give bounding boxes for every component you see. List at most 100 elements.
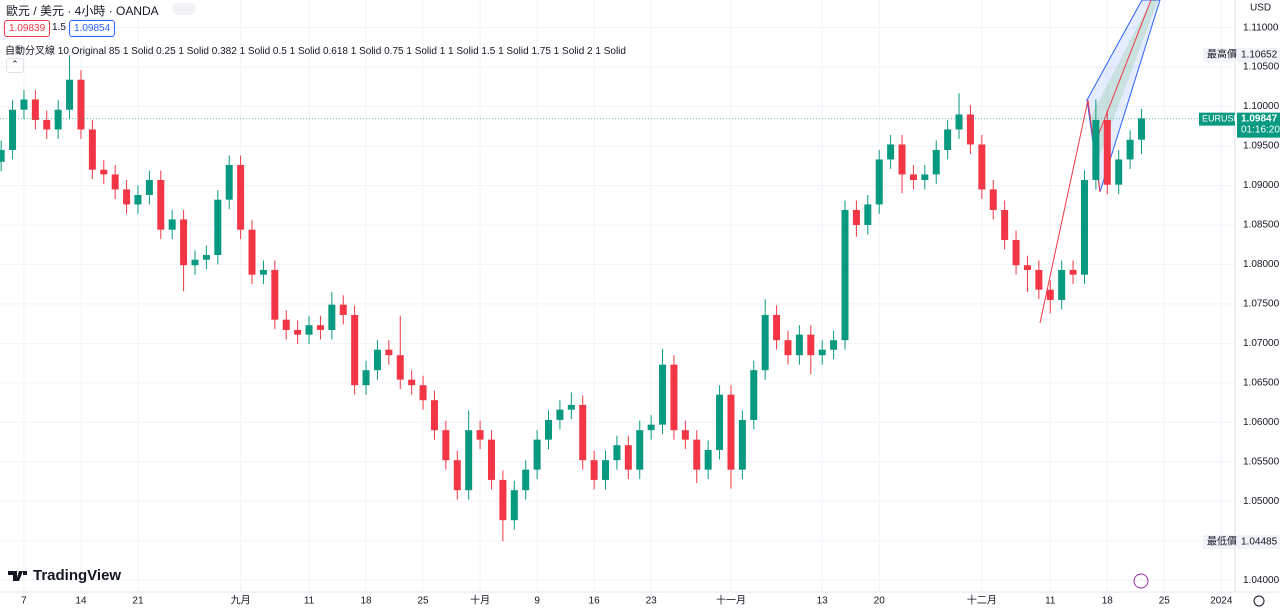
candle-body [944, 129, 952, 150]
candle-body [305, 325, 313, 335]
candle-body [442, 430, 450, 461]
candle-body [339, 304, 347, 315]
candle-body [66, 79, 74, 110]
marker-label: 最高價 [1207, 48, 1237, 61]
candle-body [248, 229, 256, 275]
candle-body [1137, 118, 1145, 140]
pitchfork-median [1093, 0, 1152, 147]
candle-body [430, 400, 438, 431]
candle-body [727, 394, 735, 470]
candle-body [259, 269, 267, 275]
x-tick-label: 18 [1102, 596, 1114, 607]
candle-body [579, 404, 587, 461]
x-tick-label: 21 [132, 596, 144, 607]
candle-body [157, 179, 165, 230]
candle-body [864, 204, 872, 225]
y-tick-label: 1.07000 [1243, 338, 1280, 349]
x-tick-label: 十一月 [716, 594, 746, 607]
candle-body [750, 370, 758, 420]
candle-body [784, 340, 792, 356]
candle-body [180, 219, 188, 266]
y-tick-label: 1.10500 [1243, 62, 1280, 73]
candle-body [989, 189, 997, 210]
candle-body [613, 445, 621, 461]
candle-body [385, 349, 393, 356]
candle-body [408, 379, 416, 386]
candle-body [465, 430, 473, 491]
candle-body [693, 439, 701, 470]
candle-body [670, 364, 678, 431]
candle-body [932, 149, 940, 175]
candle-body [123, 189, 131, 205]
x-tick-label: 2024 [1210, 596, 1233, 607]
candle-body [9, 109, 17, 150]
y-tick-label: 1.05000 [1243, 496, 1280, 507]
candle-body [453, 460, 461, 491]
x-tick-label: 16 [589, 596, 601, 607]
indicator-legend[interactable]: 自動分叉線 10 Original 85 1 Solid 0.25 1 Soli… [5, 46, 626, 57]
spread: 1.5 [52, 22, 66, 33]
y-tick-label: 1.09000 [1243, 180, 1280, 191]
y-tick-label: 1.05500 [1243, 456, 1280, 467]
candle-body [1080, 179, 1088, 275]
candles [0, 55, 1145, 542]
marker-tag [1203, 48, 1234, 63]
candle-body [590, 460, 598, 480]
status-badge [172, 3, 196, 15]
marker-value: 1.10652 [1241, 50, 1278, 61]
candle-body [351, 314, 359, 386]
y-tick-label: 1.06000 [1243, 417, 1280, 428]
candle-body [225, 164, 233, 200]
settings-icon[interactable] [1253, 595, 1265, 607]
candle-body [761, 314, 769, 371]
x-tick-label: 25 [1159, 596, 1171, 607]
candle-body [738, 419, 746, 470]
last-price: 1.09847 [1241, 113, 1278, 124]
collapse-button[interactable]: ⌃ [6, 58, 24, 73]
candle-body [624, 445, 632, 470]
candle-body [818, 349, 826, 356]
candle-body [841, 209, 849, 341]
candle-body [852, 209, 860, 225]
candle-body [31, 99, 39, 120]
candle-body [214, 199, 222, 255]
x-tick-label: 25 [418, 596, 430, 607]
y-tick-label: 1.06500 [1243, 377, 1280, 388]
bid-price[interactable]: 1.09839 [4, 20, 51, 37]
x-tick-label: 13 [817, 596, 829, 607]
candle-body [659, 364, 667, 425]
x-tick-label: 9 [534, 596, 540, 607]
currency[interactable]: USD [1250, 3, 1271, 14]
candle-body [567, 404, 575, 410]
x-tick-label: 11 [1045, 596, 1056, 607]
x-tick-label: 7 [21, 596, 27, 607]
candle-body [476, 430, 484, 440]
y-tick-label: 1.09500 [1243, 141, 1280, 152]
grid [0, 0, 1235, 592]
candle-body [499, 479, 507, 521]
candle-body [111, 174, 119, 190]
marker-value: 1.04485 [1241, 537, 1278, 548]
y-tick-label: 1.04000 [1243, 575, 1280, 586]
x-tick-label: 18 [360, 596, 372, 607]
candle-body [636, 430, 644, 470]
candle-body [1103, 119, 1111, 185]
ask-price[interactable]: 1.09854 [69, 20, 116, 37]
alert-icon[interactable] [1133, 573, 1149, 589]
candle-body [1092, 119, 1100, 180]
candle-body [1001, 209, 1009, 240]
candle-body [237, 164, 245, 230]
candle-body [966, 114, 974, 145]
candle-body [1012, 239, 1020, 266]
candle-body [396, 355, 404, 380]
candle-body [43, 119, 51, 130]
marker-tag [1203, 534, 1234, 549]
candle-body [773, 314, 781, 341]
candle-body [556, 409, 564, 420]
candle-body [716, 394, 724, 450]
candle-body [419, 385, 427, 401]
candle-body [921, 174, 929, 180]
symbol-title[interactable]: 歐元 / 美元 · 4小時 · OANDA [6, 4, 159, 18]
candle-body [522, 469, 530, 491]
